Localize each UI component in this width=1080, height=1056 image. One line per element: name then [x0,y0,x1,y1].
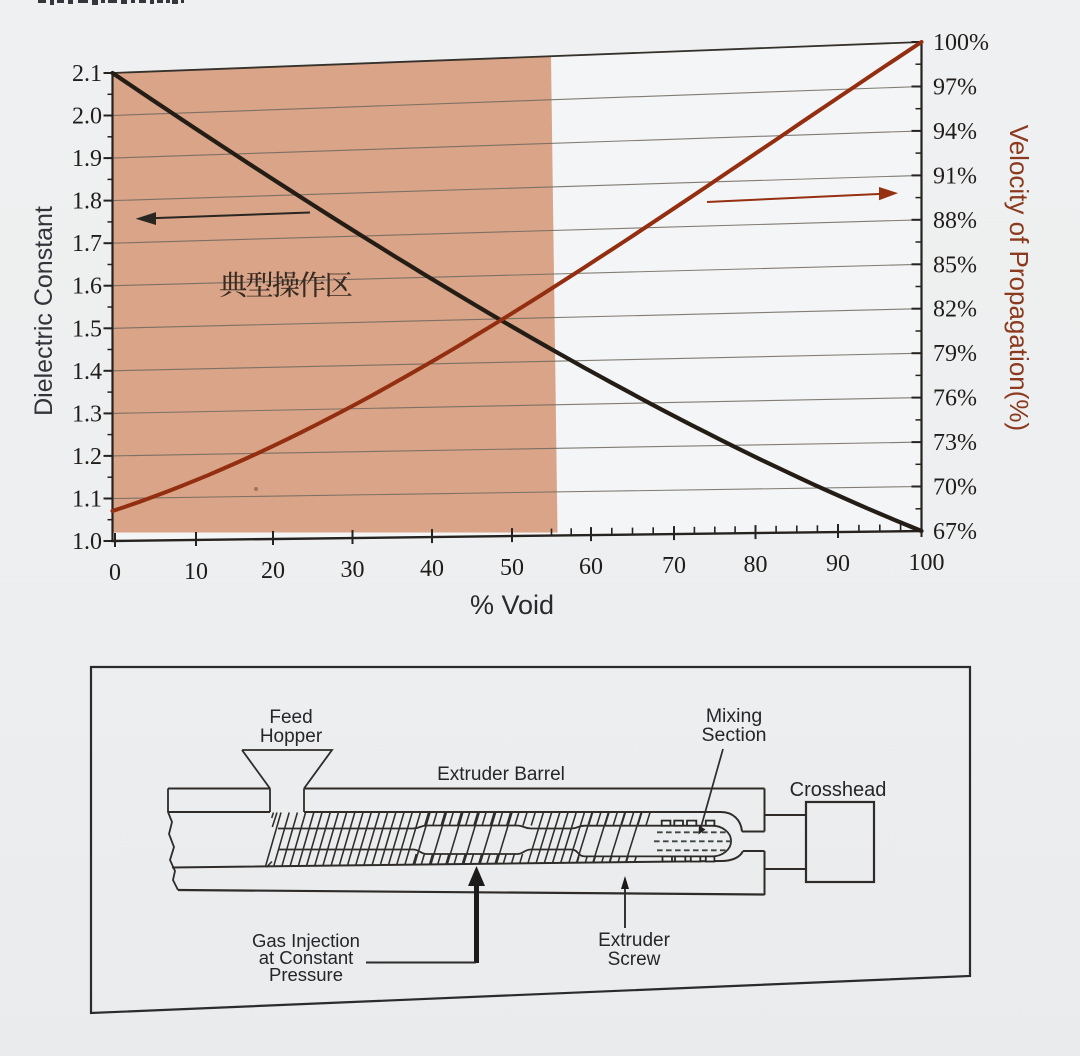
svg-text:79%: 79% [933,341,977,367]
svg-text:73%: 73% [933,430,977,456]
svg-text:50: 50 [500,555,524,581]
svg-text:100%: 100% [933,30,989,56]
svg-text:70: 70 [662,553,686,579]
svg-text:2.1: 2.1 [72,61,102,87]
svg-text:67%: 67% [933,519,977,545]
svg-text:82%: 82% [933,297,977,323]
svg-text:1.6: 1.6 [72,274,102,300]
svg-text:97%: 97% [933,75,977,101]
svg-text:40: 40 [420,556,444,582]
svg-text:10: 10 [184,559,208,585]
svg-text:20: 20 [261,558,285,584]
svg-text:88%: 88% [933,208,977,234]
svg-text:Gas Injection: Gas Injection [252,930,360,951]
svg-text:Dielectric Constant: Dielectric Constant [30,206,58,416]
svg-text:Section: Section [701,724,766,746]
svg-text:1.2: 1.2 [72,444,102,470]
svg-text:1.8: 1.8 [72,189,102,215]
svg-text:76%: 76% [933,386,977,412]
svg-text:1.5: 1.5 [72,316,102,342]
svg-text:91%: 91% [933,163,977,189]
svg-text:Extruder Barrel: Extruder Barrel [437,764,565,785]
svg-text:70%: 70% [933,475,977,501]
svg-text:60: 60 [579,554,603,580]
svg-text:1.4: 1.4 [72,359,102,385]
svg-text:80: 80 [744,552,768,578]
svg-text:Screw: Screw [608,949,661,970]
svg-text:% Void: % Void [470,590,554,620]
svg-text:1.7: 1.7 [72,231,102,257]
svg-text:30: 30 [341,557,365,583]
svg-text:2.0: 2.0 [72,104,102,130]
svg-text:Extruder: Extruder [598,930,670,951]
svg-text:Crosshead: Crosshead [790,779,887,801]
svg-text:Pressure: Pressure [269,964,343,985]
svg-text:1.3: 1.3 [72,401,102,427]
svg-text:90: 90 [826,551,850,577]
svg-text:1.9: 1.9 [72,146,102,172]
svg-text:1.0: 1.0 [72,529,102,555]
svg-text:1.1: 1.1 [72,487,102,513]
svg-text:100: 100 [909,550,945,576]
svg-text:Mixing: Mixing [706,705,762,727]
svg-text:94%: 94% [933,119,977,145]
svg-text:85%: 85% [933,252,977,278]
svg-text:Feed: Feed [269,707,312,728]
svg-text:Hopper: Hopper [260,726,323,747]
svg-text:0: 0 [109,560,121,586]
svg-text:at Constant: at Constant [259,947,354,968]
svg-text:Velocity of Propagation(%): Velocity of Propagation(%) [1004,125,1034,431]
